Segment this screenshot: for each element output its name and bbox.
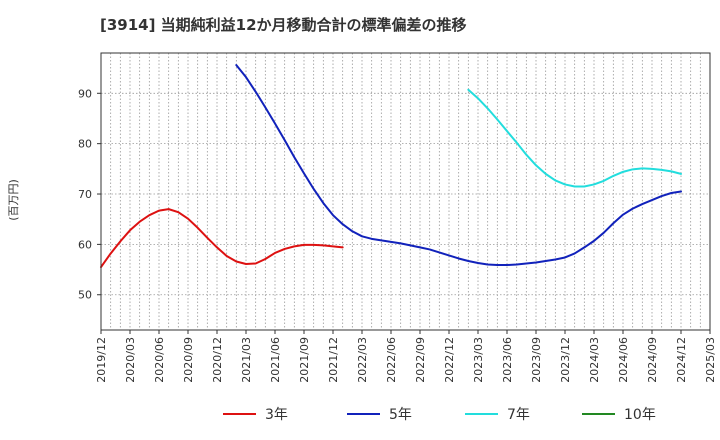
- x-tick-label: 2024/03: [588, 337, 601, 383]
- x-tick-label: 2024/06: [617, 337, 630, 383]
- plot-border: [100, 52, 711, 331]
- x-tick-label: 2022/03: [356, 337, 369, 383]
- plot-area: [101, 53, 710, 330]
- x-tick-label: 2020/06: [153, 337, 166, 383]
- y-tick-label: 90: [78, 87, 92, 100]
- x-tick-label: 2022/06: [385, 337, 398, 383]
- legend-label: 3年: [265, 407, 288, 423]
- x-tick-label: 2025/03: [704, 337, 717, 383]
- x-tick-label: 2020/09: [182, 337, 195, 383]
- x-tick-label: 2023/03: [472, 337, 485, 383]
- legend-label: 5年: [389, 407, 412, 423]
- x-tick-label: 2020/03: [124, 337, 137, 383]
- series-line: [467, 88, 682, 188]
- x-tick-label: 2021/09: [298, 337, 311, 383]
- x-tick-label: 2023/06: [501, 337, 514, 383]
- legend-label: 10年: [624, 407, 656, 423]
- series-line: [235, 64, 682, 267]
- chart-title: [3914] 当期純利益12か月移動合計の標準偏差の推移: [100, 16, 467, 34]
- x-tick-label: 2022/09: [414, 337, 427, 383]
- grid: [101, 53, 710, 330]
- y-tick-label: 60: [78, 238, 92, 251]
- y-axis: 50 60 70 80 90: [78, 87, 101, 302]
- x-tick-label: 2021/12: [327, 337, 340, 383]
- x-tick-label: 2021/03: [240, 337, 253, 383]
- x-tick-label: 2022/12: [443, 337, 456, 383]
- legend-label: 7年: [507, 407, 530, 423]
- x-tick-label: 2021/06: [269, 337, 282, 383]
- y-tick-label: 70: [78, 188, 92, 201]
- x-tick-label: 2024/09: [646, 337, 659, 383]
- y-tick-label: 80: [78, 138, 92, 151]
- x-axis: 2019/12 2020/03 2020/06 2020/09 2020/12 2021/…: [95, 330, 717, 383]
- y-axis-label: (百万円): [7, 179, 20, 221]
- series-layer: [100, 64, 682, 269]
- x-tick-label: 2019/12: [95, 337, 108, 383]
- x-tick-label: 2024/12: [675, 337, 688, 383]
- x-tick-label: 2023/09: [530, 337, 543, 383]
- series-line: [100, 208, 344, 269]
- x-tick-label: 2020/12: [211, 337, 224, 383]
- legend: 3年 5年 7年 10年: [223, 407, 656, 423]
- y-tick-label: 50: [78, 289, 92, 302]
- x-tick-label: 2023/12: [559, 337, 572, 383]
